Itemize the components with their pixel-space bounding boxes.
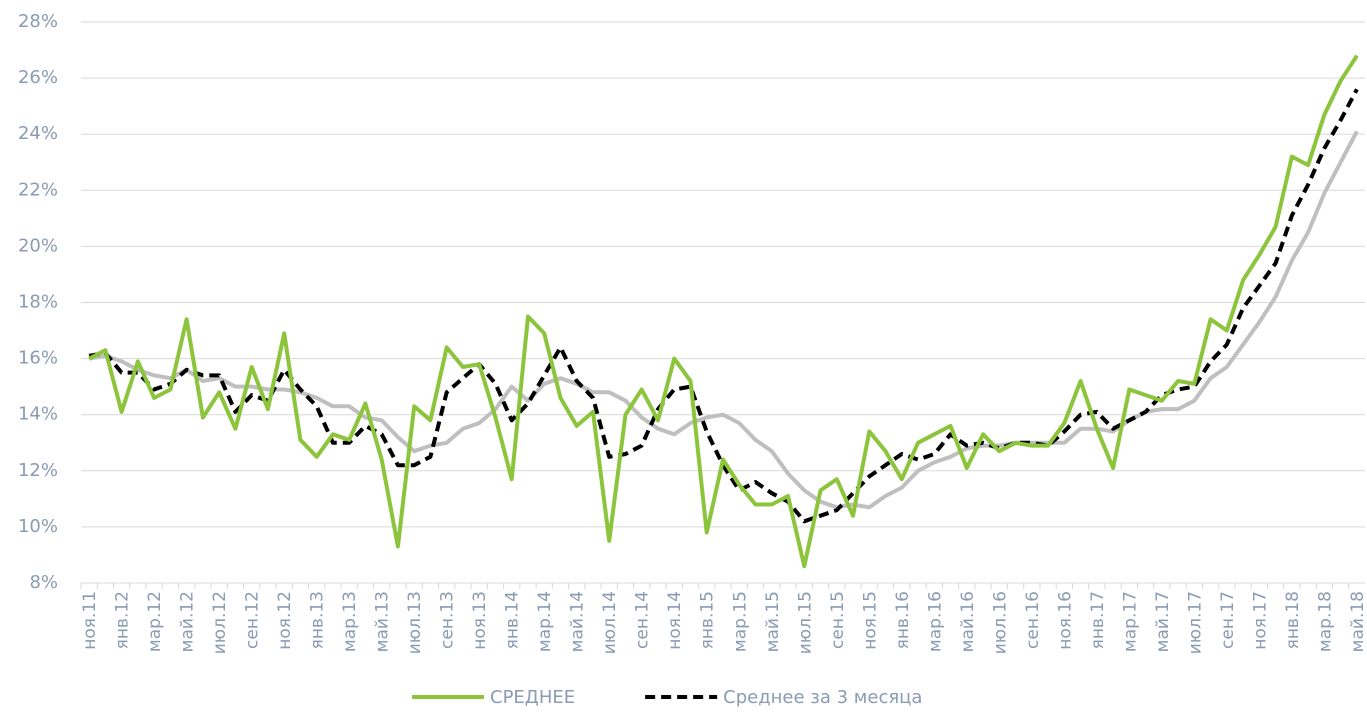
x-tick-label: май.18: [1348, 591, 1367, 652]
x-tick-label: июл.15: [795, 591, 815, 654]
x-tick-label: ноя.17: [1250, 591, 1270, 650]
legend-label: Среднее за 3 месяца: [723, 687, 922, 708]
x-tick-label: ноя.14: [665, 591, 685, 650]
y-tick-label: 8%: [29, 572, 58, 593]
y-tick-label: 28%: [18, 11, 58, 32]
x-tick-label: мар.14: [535, 591, 555, 652]
x-tick-label: янв.15: [698, 591, 718, 649]
y-tick-label: 16%: [18, 348, 58, 369]
x-tick-label: мар.16: [925, 591, 945, 652]
x-tick-label: июл.17: [1185, 591, 1205, 654]
x-tick-label: янв.13: [308, 591, 328, 649]
x-tick-label: янв.16: [893, 591, 913, 649]
y-tick-label: 12%: [18, 460, 58, 481]
x-tick-label: янв.12: [113, 591, 133, 649]
y-tick-label: 22%: [18, 179, 58, 200]
x-tick-label: июл.12: [210, 591, 230, 654]
x-tick-label: июл.13: [405, 591, 425, 654]
x-tick-label: янв.14: [503, 591, 523, 649]
y-tick-label: 10%: [18, 516, 58, 537]
y-tick-label: 24%: [18, 123, 58, 144]
x-tick-label: янв.18: [1283, 591, 1303, 649]
x-tick-label: ноя.12: [275, 591, 295, 650]
x-tick-label: сен.12: [243, 591, 263, 649]
x-tick-label: сен.16: [1023, 591, 1043, 649]
y-tick-label: 14%: [18, 404, 58, 425]
x-tick-label: ноя.13: [470, 591, 490, 650]
series-line: [88, 130, 1359, 510]
x-tick-label: мар.12: [145, 591, 165, 652]
x-tick-label: май.15: [763, 591, 783, 652]
x-tick-label: июл.14: [600, 591, 620, 654]
x-tick-label: сен.17: [1218, 591, 1238, 649]
x-tick-label: мар.17: [1120, 591, 1140, 652]
series-line: [88, 54, 1359, 569]
x-tick-label: май.12: [178, 591, 198, 652]
x-tick-label: май.17: [1153, 591, 1173, 652]
x-tick-label: мар.13: [340, 591, 360, 652]
x-tick-label: ноя.15: [860, 591, 880, 650]
x-tick-label: ноя.11: [80, 591, 100, 650]
x-tick-label: май.13: [373, 591, 393, 652]
x-tick-label: май.14: [568, 591, 588, 652]
y-tick-label: 18%: [18, 292, 58, 313]
y-tick-label: 26%: [18, 67, 58, 88]
x-tick-label: мар.15: [730, 591, 750, 652]
x-tick-label: мар.18: [1315, 591, 1335, 652]
x-tick-label: сен.14: [633, 591, 653, 649]
x-tick-label: янв.17: [1088, 591, 1108, 649]
x-tick-label: сен.13: [438, 591, 458, 649]
y-tick-label: 20%: [18, 235, 58, 256]
x-tick-label: май.16: [958, 591, 978, 652]
series-line: [88, 88, 1359, 524]
x-tick-label: июл.16: [990, 591, 1010, 654]
x-tick-label: ноя.16: [1055, 591, 1075, 650]
legend-label: СРЕДНЕЕ: [490, 687, 575, 708]
x-tick-label: сен.15: [828, 591, 848, 649]
